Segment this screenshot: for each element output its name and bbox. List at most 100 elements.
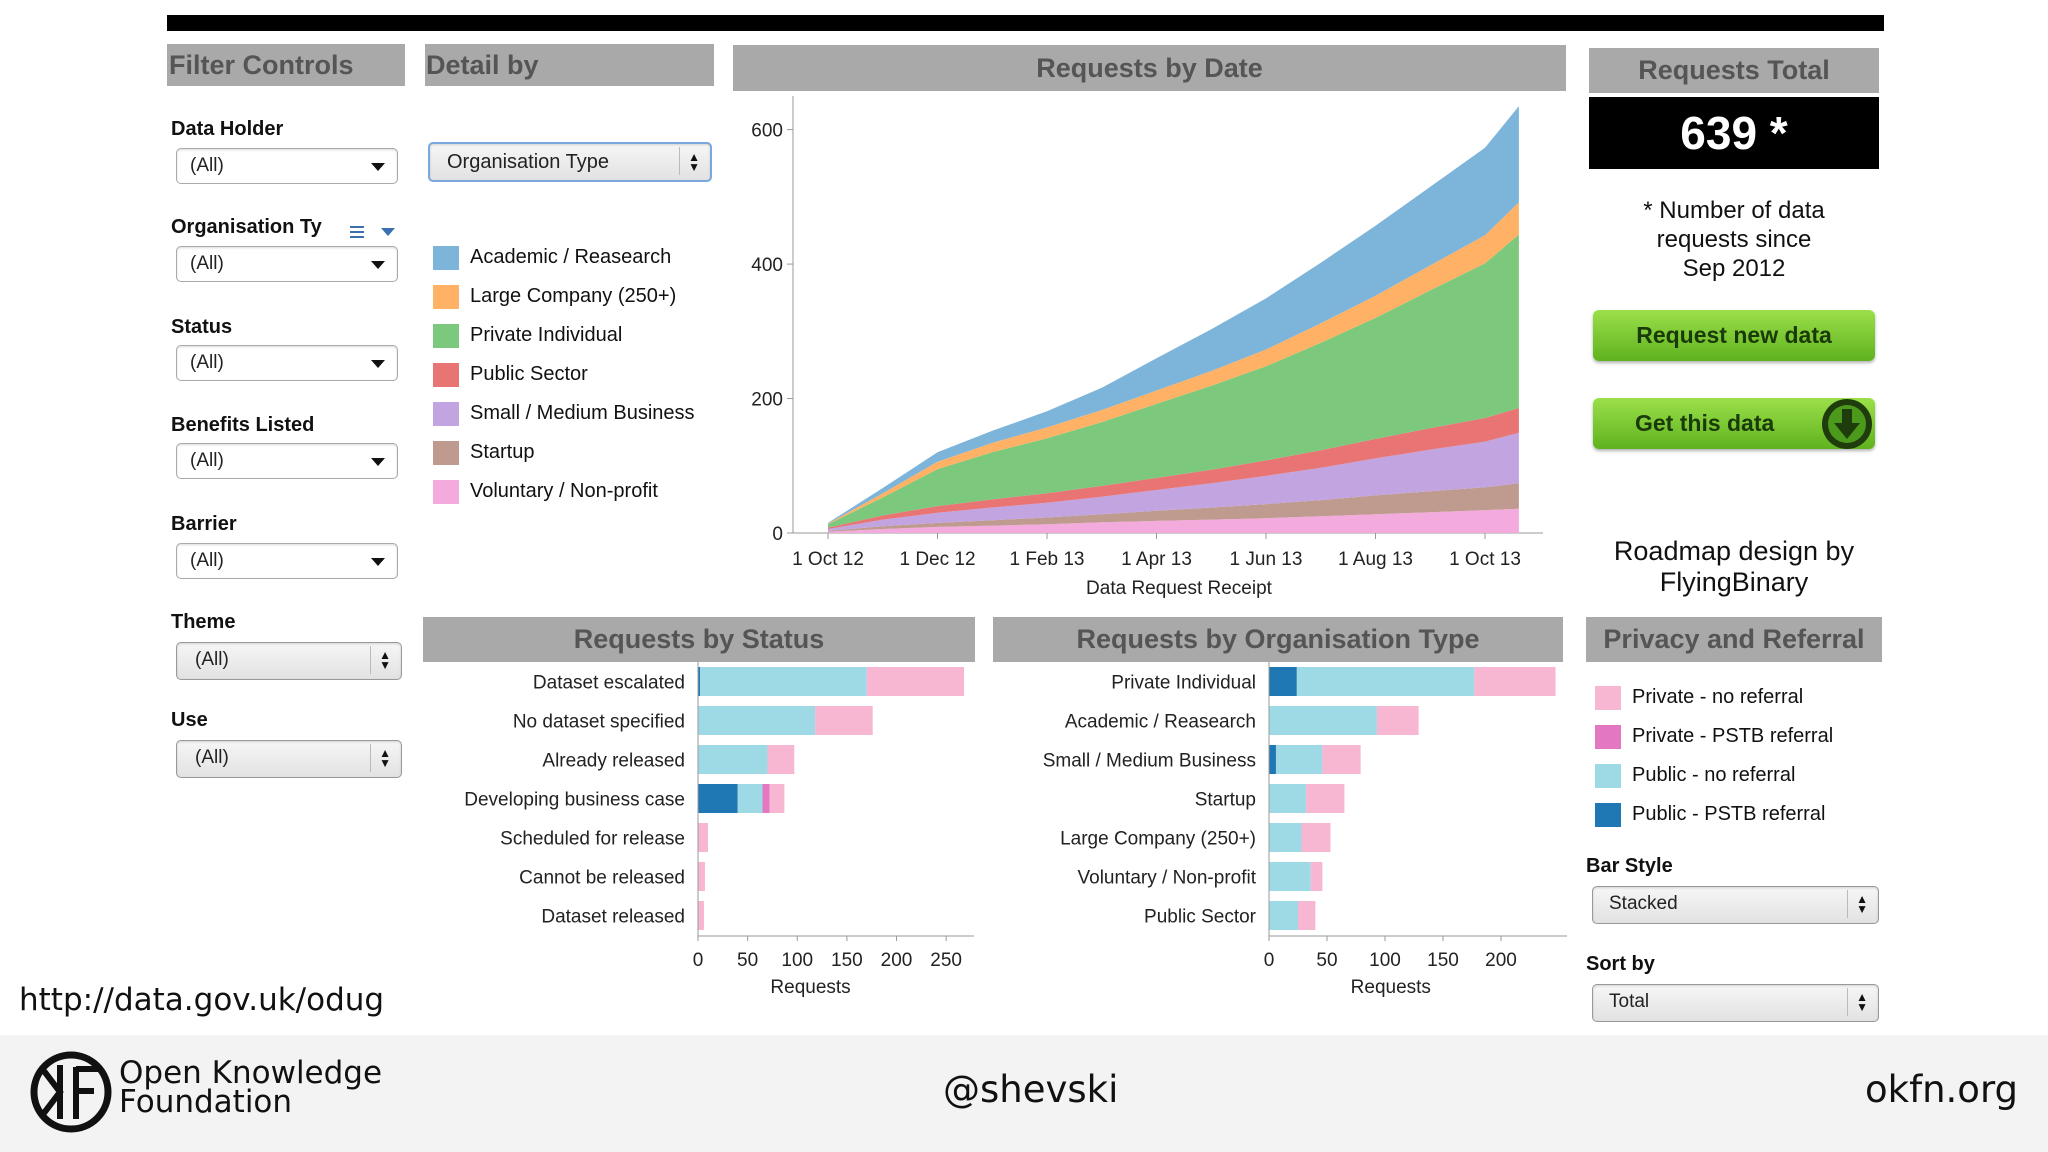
bar-segment <box>698 667 700 696</box>
credit-line: Roadmap design by <box>1613 536 1855 566</box>
legend-item[interactable]: Public Sector <box>433 359 723 389</box>
use-select[interactable]: (All) ▲ ▼ <box>176 740 402 778</box>
category-label: Startup <box>1195 790 1256 811</box>
requests-total-value: 639 * <box>1589 97 1879 169</box>
x-tick-label: 1 Oct 12 <box>792 549 864 570</box>
x-tick-label: 0 <box>693 950 704 971</box>
x-axis-title: Data Request Receipt <box>1086 578 1273 599</box>
credit-line: FlyingBinary <box>1659 567 1809 597</box>
bar-segment <box>866 667 965 696</box>
status-dropdown[interactable]: (All) <box>176 345 398 381</box>
category-label: Small / Medium Business <box>1043 751 1256 772</box>
bar-segment <box>1301 823 1331 852</box>
chevron-down-icon <box>371 558 385 566</box>
legend-item[interactable]: Private Individual <box>433 320 723 350</box>
filter-label-theme: Theme <box>171 611 236 633</box>
detail-legend: Academic / Reasearch Large Company (250+… <box>433 242 723 512</box>
x-tick-label: 1 Feb 13 <box>1010 549 1085 570</box>
legend-swatch <box>433 324 459 348</box>
okf-wordmark: Open Knowledge Foundation <box>119 1058 382 1120</box>
legend-swatch <box>1595 764 1621 788</box>
legend-item[interactable]: Small / Medium Business <box>433 398 723 428</box>
x-tick-label: 50 <box>737 950 758 971</box>
bar-segment <box>1322 745 1361 774</box>
legend-label: Small / Medium Business <box>470 402 695 424</box>
filter-label-use: Use <box>171 709 208 731</box>
legend-label: Private - no referral <box>1632 686 1804 708</box>
legend-label: Public Sector <box>470 363 588 385</box>
select-value: (All) <box>195 747 229 768</box>
download-arrow-icon <box>1819 396 1875 470</box>
detail-by-select[interactable]: Organisation Type ▲ ▼ <box>428 142 712 182</box>
requests-total-note: * Number of data requests since Sep 2012 <box>1589 196 1879 283</box>
get-this-data-label: Get this data <box>1635 410 1775 436</box>
privacy-referral-header: Privacy and Referral <box>1586 617 1882 662</box>
legend-item[interactable]: Public - PSTB referral <box>1595 799 1885 829</box>
legend-item[interactable]: Private - no referral <box>1595 682 1885 712</box>
requests-by-date-chart: 0 200 400 600 1 Oct 12 1 Dec 12 1 Feb 13 1 Apr … <box>751 96 1543 599</box>
y-tick-label: 200 <box>751 390 783 411</box>
website-link[interactable]: okfn.org <box>1865 1068 2018 1111</box>
category-label: Dataset released <box>541 907 685 928</box>
category-label: Large Company (250+) <box>1060 829 1256 850</box>
requests-by-org-type-header: Requests by Organisation Type <box>993 617 1563 662</box>
x-tick-label: 50 <box>1316 950 1337 971</box>
source-url[interactable]: http://data.gov.uk/odug <box>19 982 385 1018</box>
filter-label-barrier: Barrier <box>171 513 237 535</box>
note-line: requests since <box>1656 226 1812 253</box>
org-name-line2: Foundation <box>119 1084 293 1120</box>
get-this-data-button[interactable]: Get this data <box>1593 398 1875 449</box>
category-label: Already released <box>542 751 685 772</box>
request-new-data-button[interactable]: Request new data <box>1593 310 1875 361</box>
benefits-listed-dropdown[interactable]: (All) <box>176 443 398 479</box>
list-icon[interactable] <box>350 223 366 244</box>
legend-label: Public - no referral <box>1632 764 1796 786</box>
requests-by-status-chart: Dataset escalated No dataset specified Alr… <box>464 662 974 998</box>
bar-segment <box>698 784 738 813</box>
legend-swatch <box>433 285 459 309</box>
legend-swatch <box>1595 803 1621 827</box>
legend-swatch <box>433 402 459 426</box>
legend-item[interactable]: Private - PSTB referral <box>1595 721 1885 751</box>
legend-item[interactable]: Startup <box>433 437 723 467</box>
y-tick-label: 400 <box>751 255 783 276</box>
up-down-arrows-icon: ▲ ▼ <box>688 150 700 174</box>
filter-label-status: Status <box>171 316 233 338</box>
legend-item[interactable]: Voluntary / Non-profit <box>433 476 723 506</box>
filter-menu-icon[interactable] <box>380 224 396 242</box>
legend-label: Academic / Reasearch <box>470 246 672 268</box>
legend-item[interactable]: Public - no referral <box>1595 760 1885 790</box>
theme-select[interactable]: (All) ▲ ▼ <box>176 642 402 680</box>
bar-segment <box>1269 784 1307 813</box>
note-star: * <box>1643 197 1653 224</box>
bar-segment <box>1306 784 1345 813</box>
requests-by-org-type-chart: Private Individual Academic / Reasearch Sm… <box>1043 662 1567 998</box>
twitter-handle[interactable]: @shevski <box>943 1068 1119 1111</box>
bar-segment <box>698 862 705 891</box>
note-line: Sep 2012 <box>1682 255 1786 282</box>
bar-style-select[interactable]: Stacked ▲ ▼ <box>1592 886 1879 924</box>
bar-segment <box>762 784 770 813</box>
legend-swatch <box>1595 686 1621 710</box>
top-bar <box>167 15 1884 31</box>
dropdown-value: (All) <box>190 253 224 274</box>
legend-swatch <box>433 363 459 387</box>
up-down-arrows-icon: ▲ ▼ <box>379 648 391 672</box>
legend-item[interactable]: Academic / Reasearch <box>433 242 723 272</box>
organisation-type-dropdown[interactable]: (All) <box>176 246 398 282</box>
barrier-dropdown[interactable]: (All) <box>176 543 398 579</box>
okf-logo-icon <box>30 1047 112 1142</box>
data-holder-dropdown[interactable]: (All) <box>176 148 398 184</box>
privacy-legend: Private - no referral Private - PSTB ref… <box>1595 682 1885 842</box>
category-label: Academic / Reasearch <box>1065 712 1256 733</box>
bar-segment <box>815 706 873 735</box>
dropdown-value: (All) <box>190 352 224 373</box>
bar-segment <box>1298 901 1316 930</box>
bar-segment <box>698 901 704 930</box>
legend-item[interactable]: Large Company (250+) <box>433 281 723 311</box>
bar-segment <box>698 745 768 774</box>
area-series <box>828 432 1519 531</box>
chevron-down-icon <box>371 360 385 368</box>
sort-by-select[interactable]: Total ▲ ▼ <box>1592 984 1879 1022</box>
category-label: Cannot be released <box>519 868 685 889</box>
